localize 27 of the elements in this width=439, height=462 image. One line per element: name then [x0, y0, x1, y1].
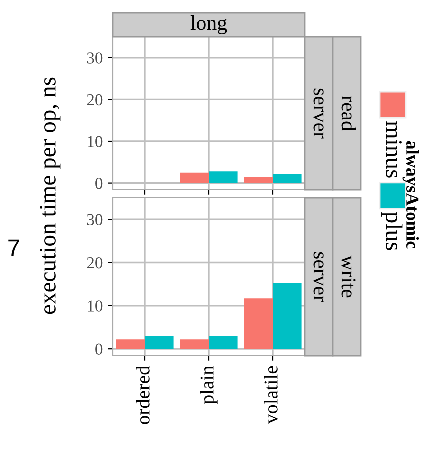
y-tick-label: 10 [88, 300, 103, 312]
bar [116, 340, 145, 350]
y-tick-label: 20 [87, 257, 103, 269]
y-tick-label: 30 [87, 214, 103, 226]
text: 7 [8, 240, 20, 256]
y-axis-title: execution time per op, ns [40, 78, 61, 314]
y-tick-label: 30 [87, 52, 103, 64]
text: server [314, 88, 324, 139]
x-tick-label: volatile [264, 366, 278, 424]
bar [180, 340, 209, 350]
bar [244, 298, 273, 350]
y-tick-label: 10 [88, 136, 103, 148]
bar [273, 283, 302, 350]
text: server [314, 252, 324, 302]
bar [145, 336, 174, 350]
bar [209, 336, 238, 350]
legend-label: plus [381, 212, 403, 250]
y-tick-label: 20 [87, 94, 103, 106]
text: read [342, 96, 356, 132]
chart-title: long [190, 16, 228, 34]
legend-label: minus [386, 121, 402, 178]
y-tick-label: 0 [96, 178, 103, 190]
text: write [342, 256, 356, 298]
y-tick-label: 0 [96, 344, 103, 356]
legend-title: alwaysAtomic [402, 141, 420, 249]
x-tick-label: ordered [136, 366, 150, 424]
x-tick-label: plain [200, 366, 218, 404]
